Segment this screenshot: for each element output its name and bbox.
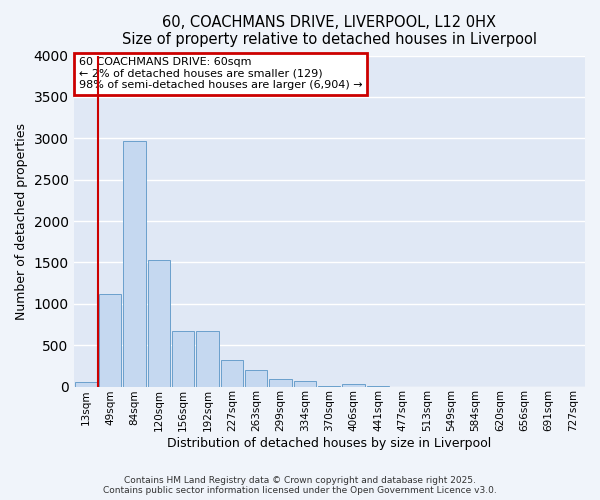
- Text: 60 COACHMANS DRIVE: 60sqm
← 2% of detached houses are smaller (129)
98% of semi-: 60 COACHMANS DRIVE: 60sqm ← 2% of detach…: [79, 57, 362, 90]
- Bar: [172, 331, 194, 386]
- Bar: [269, 378, 292, 386]
- Bar: [294, 380, 316, 386]
- Y-axis label: Number of detached properties: Number of detached properties: [15, 122, 28, 320]
- Title: 60, COACHMANS DRIVE, LIVERPOOL, L12 0HX
Size of property relative to detached ho: 60, COACHMANS DRIVE, LIVERPOOL, L12 0HX …: [122, 15, 537, 48]
- Bar: [196, 331, 218, 386]
- Bar: [123, 141, 146, 386]
- X-axis label: Distribution of detached houses by size in Liverpool: Distribution of detached houses by size …: [167, 437, 491, 450]
- Bar: [99, 294, 121, 386]
- Bar: [245, 370, 268, 386]
- Text: Contains HM Land Registry data © Crown copyright and database right 2025.
Contai: Contains HM Land Registry data © Crown c…: [103, 476, 497, 495]
- Bar: [148, 260, 170, 386]
- Bar: [343, 384, 365, 386]
- Bar: [221, 360, 243, 386]
- Bar: [74, 382, 97, 386]
